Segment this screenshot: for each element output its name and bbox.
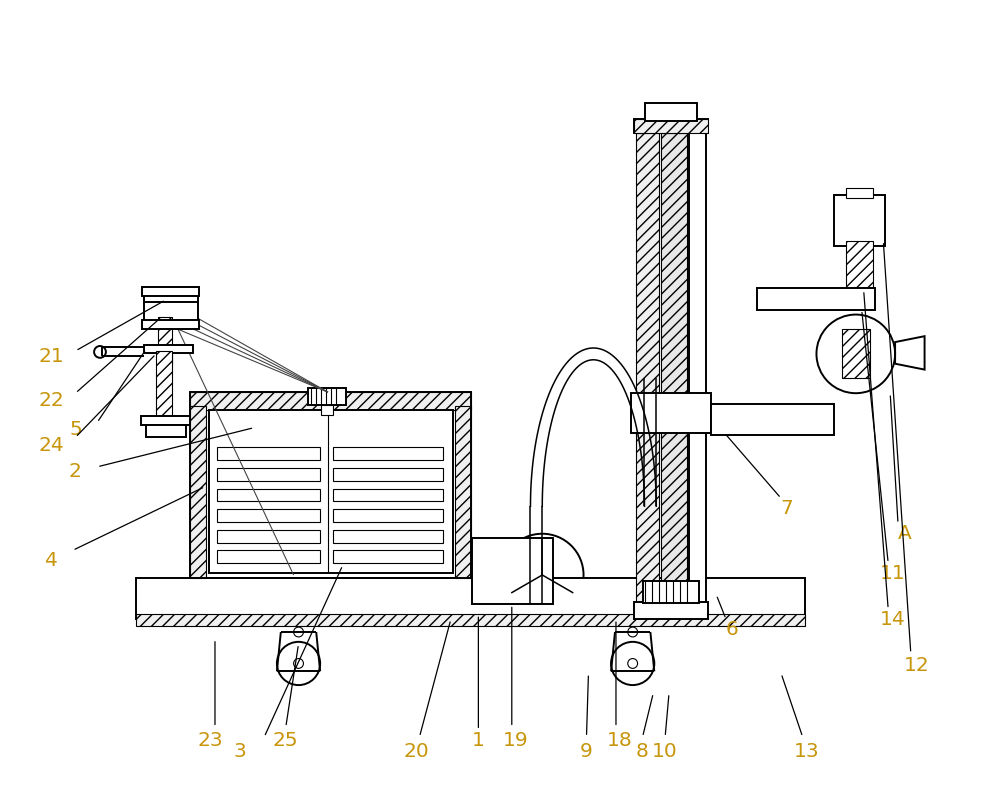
Bar [634,601,708,619]
Bar [645,103,697,121]
Text: 4: 4 [45,551,58,570]
Text: 7: 7 [781,499,793,518]
Bar [217,448,320,460]
Text: 1: 1 [472,730,485,750]
Bar [156,351,172,418]
Bar [190,406,206,578]
Bar [158,317,172,364]
Bar [308,389,346,405]
Bar [217,468,320,481]
Bar [142,321,199,330]
Text: 20: 20 [404,743,429,761]
Bar [661,133,687,604]
Text: A: A [898,524,912,543]
Bar [834,195,885,246]
Bar [711,404,834,436]
Bar [321,405,333,415]
Text: 18: 18 [607,730,633,750]
Text: 23: 23 [197,730,223,750]
Text: 9: 9 [580,743,593,761]
Bar [846,187,873,198]
Bar [333,489,443,501]
Bar [333,448,443,460]
Bar [136,578,805,619]
Bar [634,119,708,133]
Text: 3: 3 [233,743,246,761]
Text: 11: 11 [880,563,906,583]
Text: 19: 19 [503,730,529,750]
Text: 2: 2 [69,462,82,482]
Bar [136,614,805,626]
Bar [333,530,443,543]
Bar [455,406,471,578]
Text: 5: 5 [69,420,82,439]
Bar [217,509,320,522]
Text: 22: 22 [39,390,65,410]
Bar [689,133,706,604]
Bar [209,410,453,573]
Bar [142,287,199,296]
Bar [190,392,471,410]
Bar [333,468,443,481]
Bar [333,509,443,522]
Bar [144,301,198,322]
Bar [842,330,870,378]
Bar [217,550,320,563]
Bar [141,416,190,425]
Text: 10: 10 [652,743,678,761]
Text: 13: 13 [794,743,819,761]
Bar [217,489,320,501]
Text: 25: 25 [273,730,299,750]
Text: 12: 12 [904,656,930,675]
Bar [146,425,186,437]
Bar [643,581,699,603]
Text: 8: 8 [636,743,649,761]
Bar [190,392,471,578]
Bar [631,393,711,432]
Text: 14: 14 [880,610,906,629]
Bar [757,288,875,309]
Bar [144,293,198,305]
Bar [144,345,193,353]
Bar [636,133,659,604]
Bar [634,119,708,133]
Text: 6: 6 [726,620,738,638]
Bar [217,530,320,543]
Text: 24: 24 [39,436,65,455]
Bar [846,241,873,290]
Bar [333,550,443,563]
Text: 21: 21 [39,347,65,366]
Bar [472,537,553,604]
